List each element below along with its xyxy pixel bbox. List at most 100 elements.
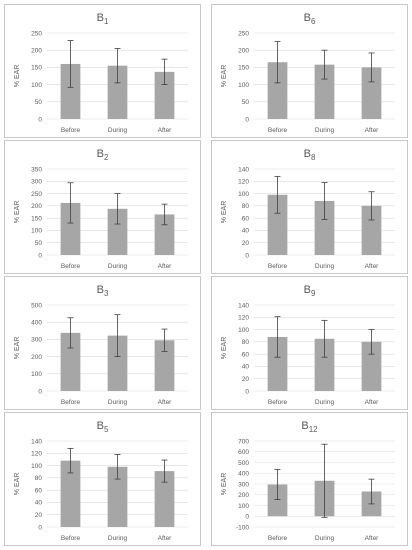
y-tick-label: 120 xyxy=(238,179,249,186)
bar-before xyxy=(267,62,288,119)
x-category-label: Before xyxy=(61,399,81,406)
x-category-label: After xyxy=(365,399,380,406)
y-tick-label: 20 xyxy=(242,376,250,383)
y-tick-label: 0 xyxy=(38,388,42,395)
bar-before xyxy=(60,460,81,527)
chart-title: B9 xyxy=(304,284,316,298)
bar-after xyxy=(154,340,175,391)
y-tick-label: 60 xyxy=(242,215,250,222)
y-tick-label: 600 xyxy=(238,449,249,456)
x-category-label: During xyxy=(315,263,335,270)
y-axis-label: % EAR xyxy=(14,473,21,496)
y-axis-label: % EAR xyxy=(221,201,228,224)
y-axis-label: % EAR xyxy=(221,337,228,360)
chart-panel-b9: B9 % EAR 0 20 40 60 80 100 120 140 Before During Aft… xyxy=(211,276,408,410)
x-category-label: During xyxy=(315,535,335,542)
x-category-label: During xyxy=(108,263,128,270)
bar-chart-svg: B9 % EAR 0 20 40 60 80 100 120 140 Before During Aft… xyxy=(221,284,395,406)
x-category-label: After xyxy=(158,535,173,542)
bar-chart-svg: B5 % EAR 0 20 40 60 80 100 120 140 Before During Aft… xyxy=(14,420,188,542)
y-tick-label: 0 xyxy=(38,116,42,123)
bar-during xyxy=(107,335,128,391)
bar-chart-svg: B2 % EAR 0 50 100 150 200 250 300 350 Before During… xyxy=(14,148,188,270)
y-tick-label: 0 xyxy=(245,388,249,395)
chart-panel-b3: B3 % EAR 0 100 200 300 400 500 Before During After xyxy=(4,276,201,410)
y-tick-label: 100 xyxy=(238,82,249,89)
chart-title: B5 xyxy=(97,420,109,434)
y-axis-label: % EAR xyxy=(14,201,21,224)
y-tick-label: 200 xyxy=(31,48,42,55)
bar-before xyxy=(267,194,288,255)
bar-before xyxy=(60,202,81,255)
bar-before xyxy=(267,336,288,391)
y-tick-label: 40 xyxy=(242,228,250,235)
y-tick-label: 50 xyxy=(242,99,250,106)
y-tick-label: 20 xyxy=(35,512,43,519)
bar-chart-svg: B6 % EAR 0 50 100 150 200 250 Before During After xyxy=(221,12,395,134)
y-tick-label: 300 xyxy=(238,481,249,488)
y-axis-label: % EAR xyxy=(221,473,228,496)
y-tick-label: 250 xyxy=(31,30,42,37)
x-category-label: Before xyxy=(268,399,288,406)
bar-after xyxy=(361,341,382,391)
y-tick-label: 0 xyxy=(245,252,249,259)
x-category-label: After xyxy=(158,399,173,406)
x-category-label: During xyxy=(108,535,128,542)
y-tick-label: 60 xyxy=(35,487,43,494)
chart-panel-b2: B2 % EAR 0 50 100 150 200 250 300 350 Before During… xyxy=(4,140,201,274)
y-tick-label: 700 xyxy=(238,438,249,445)
x-category-label: After xyxy=(365,263,380,270)
x-category-label: Before xyxy=(268,263,288,270)
bar-chart-svg: B3 % EAR 0 100 200 300 400 500 Before During After xyxy=(14,284,188,406)
y-tick-label: 200 xyxy=(31,203,42,210)
y-axis-label: % EAR xyxy=(14,337,21,360)
bar-chart-svg: B1 % EAR 0 50 100 150 200 250 Before During After xyxy=(14,12,188,134)
bar-before xyxy=(60,332,81,391)
x-category-label: During xyxy=(315,127,335,134)
y-tick-label: 300 xyxy=(31,179,42,186)
bar-during xyxy=(314,338,335,391)
x-category-label: During xyxy=(108,127,128,134)
y-tick-label: 100 xyxy=(238,191,249,198)
chart-title: B2 xyxy=(97,148,109,162)
bar-after xyxy=(154,71,175,119)
y-tick-label: 100 xyxy=(31,82,42,89)
y-tick-label: 0 xyxy=(38,252,42,259)
bar-chart-svg: B12 % EAR -100 0 100 200 300 400 500 600 700 Before… xyxy=(221,420,395,542)
y-tick-label: 350 xyxy=(31,166,42,173)
chart-title: B12 xyxy=(301,420,318,434)
x-category-label: Before xyxy=(268,127,288,134)
bar-during xyxy=(314,200,335,255)
bar-during xyxy=(107,466,128,527)
y-tick-label: 200 xyxy=(238,492,249,499)
bar-before xyxy=(267,484,288,517)
y-tick-label: 500 xyxy=(31,302,42,309)
x-category-label: After xyxy=(365,127,380,134)
y-tick-label: 150 xyxy=(31,215,42,222)
y-tick-label: 140 xyxy=(238,302,249,309)
y-tick-label: 120 xyxy=(238,315,249,322)
bar-after xyxy=(154,214,175,255)
y-tick-label: 0 xyxy=(245,116,249,123)
y-tick-label: 140 xyxy=(238,166,249,173)
y-tick-label: 100 xyxy=(238,503,249,510)
y-tick-label: 250 xyxy=(238,30,249,37)
x-category-label: After xyxy=(158,263,173,270)
y-tick-label: 40 xyxy=(35,500,43,507)
y-tick-label: 200 xyxy=(238,48,249,55)
chart-title: B3 xyxy=(97,284,109,298)
chart-panel-b8: B8 % EAR 0 20 40 60 80 100 120 140 Before During Aft… xyxy=(211,140,408,274)
y-tick-label: 300 xyxy=(31,337,42,344)
x-category-label: Before xyxy=(61,263,81,270)
y-tick-label: 150 xyxy=(238,65,249,72)
y-tick-label: 0 xyxy=(245,514,249,521)
bar-before xyxy=(60,63,81,119)
chart-title: B8 xyxy=(304,148,316,162)
y-tick-label: 400 xyxy=(31,320,42,327)
bar-after xyxy=(361,205,382,255)
y-tick-label: 60 xyxy=(242,351,250,358)
chart-panel-b1: B1 % EAR 0 50 100 150 200 250 Before During After xyxy=(4,4,201,138)
x-category-label: Before xyxy=(61,127,81,134)
y-tick-label: 80 xyxy=(35,475,43,482)
y-tick-label: 80 xyxy=(242,203,250,210)
